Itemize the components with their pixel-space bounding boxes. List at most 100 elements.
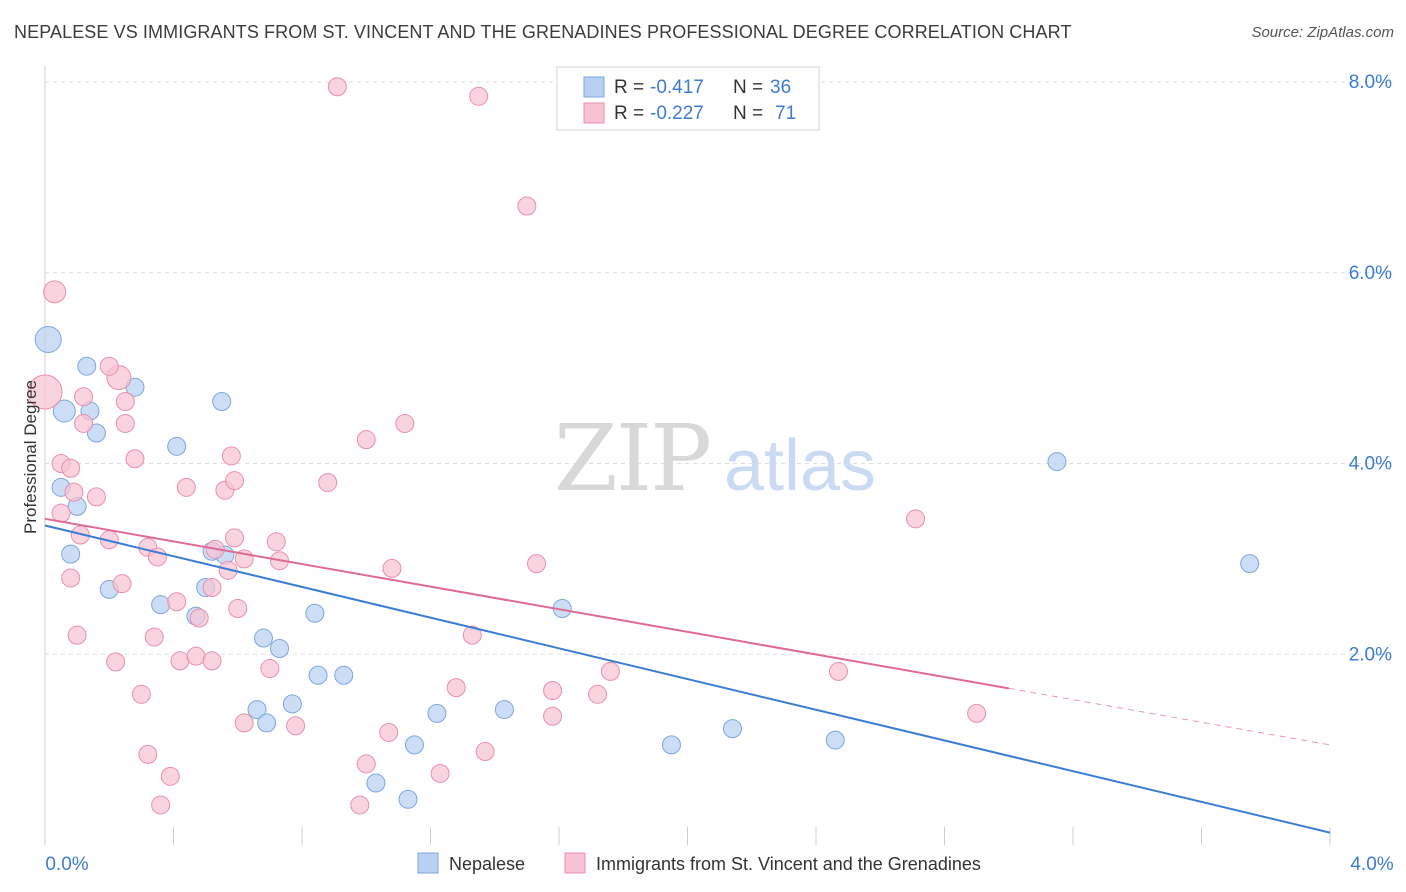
immigrant-point [379,722,399,742]
immigrant-point [600,661,620,681]
nepalese-point [61,544,81,564]
nepalese-point [151,595,171,615]
immigrant-point [588,684,608,704]
chart-title: NEPALESE VS IMMIGRANTS FROM ST. VINCENT … [14,22,1072,42]
nepalese-point [398,789,418,809]
nepalese-point [257,713,277,733]
watermark-zip: ZIP [554,405,710,512]
nepalese-trend-line [44,524,1331,834]
legend-label-nepalese: Nepalese [449,854,525,874]
nepalese-point [494,700,514,720]
stats-n-value-1: 36 [770,77,791,98]
nepalese-point [77,356,97,376]
immigrant-point [221,446,241,466]
stats-legend-swatch-pink [583,102,605,124]
immigrant-point [225,471,245,491]
nepalese-point [1047,452,1067,472]
nepalese-point [366,773,386,793]
x-tick-label: 0.0% [45,854,88,875]
immigrant-point [51,503,71,523]
stats-n-label-2: N = [733,103,763,124]
y-tick-label: 8.0% [1349,72,1392,93]
immigrant-point [74,387,94,407]
immigrant-point [395,413,415,433]
legend-label-immigrants: Immigrants from St. Vincent and the Gren… [596,854,981,874]
immigrant-point [356,430,376,450]
stats-r-value-2: -0.227 [650,103,704,124]
stats-legend-swatch-blue [583,76,605,98]
immigrant-point [27,374,63,410]
immigrant-point [131,684,151,704]
nepalese-point [1240,554,1260,574]
x-tick-label: 4.0% [1350,854,1393,875]
immigrant-point [61,568,81,588]
nepalese-point [404,735,424,755]
immigrant-point [67,625,87,645]
immigrant-point [543,706,563,726]
watermark-atlas: atlas [724,426,876,506]
immigrant-point [61,458,81,478]
immigrant-point [350,795,370,815]
immigrant-point [176,477,196,497]
stats-n-label-1: N = [733,77,763,98]
legend-swatch-immigrants [564,852,586,874]
nepalese-point [722,719,742,739]
nepalese-point [308,665,328,685]
immigrant-point [228,598,248,618]
immigrant-point [144,627,164,647]
immigrant-point [543,680,563,700]
nepalese-point [86,423,106,443]
immigrant-point [382,558,402,578]
nepalese-point [212,392,232,412]
immigrant-point [125,449,145,469]
immigrant-point [106,652,126,672]
stats-n-value-2: 71 [775,103,796,124]
watermark: ZIP atlas [554,405,876,512]
y-tick-label: 2.0% [1349,644,1392,665]
stats-legend: R = -0.417 N = 36 R = -0.227 N = 71 [556,66,820,131]
immigrant-point [186,646,206,666]
immigrant-point [64,482,84,502]
grid-layer [45,81,1390,655]
nepalese-point [334,665,354,685]
axis-layer: 2.0% 4.0% 6.0% 8.0% 0.0% 4.0% [44,66,1394,875]
immigrant-point [446,678,466,698]
nepalese-point [52,399,76,423]
immigrant-point [517,196,537,216]
immigrant-point [151,795,171,815]
stats-r-label-2: R = [614,103,644,124]
immigrant-point [469,86,489,106]
immigrant-point [115,392,135,412]
nepalese-point [167,436,187,456]
immigrant-point [86,487,106,507]
nepalese-point [825,730,845,750]
nepalese-point [427,703,447,723]
immigrant-point [318,473,338,493]
source-label: Source: ZipAtlas.com [1251,24,1394,41]
immigrant-point [260,659,280,679]
y-axis-label: Professional Degree [21,380,40,534]
immigrant-point [266,532,286,552]
stats-r-value-1: -0.417 [650,77,704,98]
immigrant-point [527,554,547,574]
immigrant-point [475,742,495,762]
immigrant-point [218,560,238,580]
legend-swatch-nepalese [417,852,439,874]
immigrant-trend-line [44,517,1009,690]
immigrant-point [138,744,158,764]
immigrant-point [115,413,135,433]
immigrant-point [356,754,376,774]
nepalese-point [661,735,681,755]
immigrant-point [74,413,94,433]
y-tick-label: 6.0% [1349,263,1392,284]
stats-r-label-1: R = [614,77,644,98]
immigrant-point [202,651,222,671]
immigrant-point [170,651,190,671]
nepalese-point [253,628,273,648]
nepalese-point [305,603,325,623]
immigrant-point [430,763,450,783]
immigrant-point [99,356,119,376]
immigrant-point [967,703,987,723]
immigrant-point [828,661,848,681]
